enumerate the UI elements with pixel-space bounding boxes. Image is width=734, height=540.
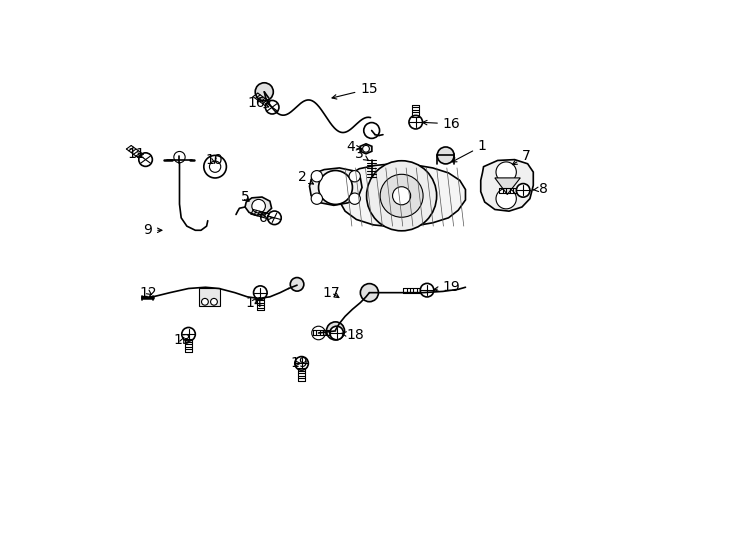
Circle shape bbox=[364, 123, 379, 138]
Polygon shape bbox=[245, 197, 272, 215]
Text: 11: 11 bbox=[128, 147, 145, 161]
Circle shape bbox=[496, 162, 516, 182]
Text: 16: 16 bbox=[423, 117, 461, 131]
Circle shape bbox=[380, 174, 423, 217]
Circle shape bbox=[182, 327, 195, 341]
Text: 4: 4 bbox=[346, 140, 361, 154]
Circle shape bbox=[312, 326, 325, 340]
Circle shape bbox=[202, 299, 208, 305]
Text: 19: 19 bbox=[434, 280, 461, 294]
Circle shape bbox=[363, 145, 369, 152]
Circle shape bbox=[330, 326, 344, 340]
Circle shape bbox=[327, 322, 344, 340]
Text: 14: 14 bbox=[245, 295, 263, 309]
Circle shape bbox=[266, 100, 279, 114]
Text: 16: 16 bbox=[247, 96, 269, 110]
Circle shape bbox=[211, 299, 217, 305]
Polygon shape bbox=[339, 164, 465, 227]
Circle shape bbox=[255, 83, 273, 101]
Polygon shape bbox=[199, 288, 219, 306]
Text: 1: 1 bbox=[452, 139, 487, 162]
Circle shape bbox=[496, 188, 516, 209]
Circle shape bbox=[516, 184, 530, 197]
Circle shape bbox=[409, 116, 423, 129]
Circle shape bbox=[360, 284, 379, 302]
Polygon shape bbox=[310, 168, 362, 205]
Circle shape bbox=[349, 193, 360, 204]
Text: 12: 12 bbox=[140, 286, 158, 300]
Circle shape bbox=[204, 156, 226, 178]
Circle shape bbox=[319, 171, 352, 205]
Circle shape bbox=[253, 286, 267, 300]
Text: 18: 18 bbox=[341, 328, 365, 342]
Text: 7: 7 bbox=[512, 149, 531, 165]
Circle shape bbox=[174, 151, 185, 163]
Circle shape bbox=[209, 161, 221, 172]
Circle shape bbox=[252, 199, 266, 213]
Circle shape bbox=[349, 171, 360, 182]
Circle shape bbox=[295, 356, 308, 370]
Polygon shape bbox=[495, 178, 520, 194]
Text: 9: 9 bbox=[143, 223, 162, 237]
Text: 2: 2 bbox=[298, 170, 313, 184]
Circle shape bbox=[139, 153, 153, 166]
Polygon shape bbox=[360, 144, 372, 154]
Circle shape bbox=[311, 171, 322, 182]
Text: 15: 15 bbox=[332, 82, 378, 99]
Polygon shape bbox=[481, 160, 534, 211]
Circle shape bbox=[311, 193, 322, 204]
Text: 19: 19 bbox=[290, 356, 308, 370]
Circle shape bbox=[421, 284, 434, 297]
Text: 13: 13 bbox=[174, 333, 192, 347]
Circle shape bbox=[437, 147, 454, 164]
Text: 6: 6 bbox=[258, 211, 273, 225]
Circle shape bbox=[393, 187, 410, 205]
Circle shape bbox=[268, 211, 281, 225]
Text: 3: 3 bbox=[355, 147, 368, 161]
Circle shape bbox=[366, 161, 437, 231]
Circle shape bbox=[290, 278, 304, 291]
Text: 5: 5 bbox=[241, 190, 250, 204]
Text: 10: 10 bbox=[206, 153, 223, 167]
Text: 8: 8 bbox=[534, 181, 548, 195]
Text: 17: 17 bbox=[322, 286, 340, 300]
